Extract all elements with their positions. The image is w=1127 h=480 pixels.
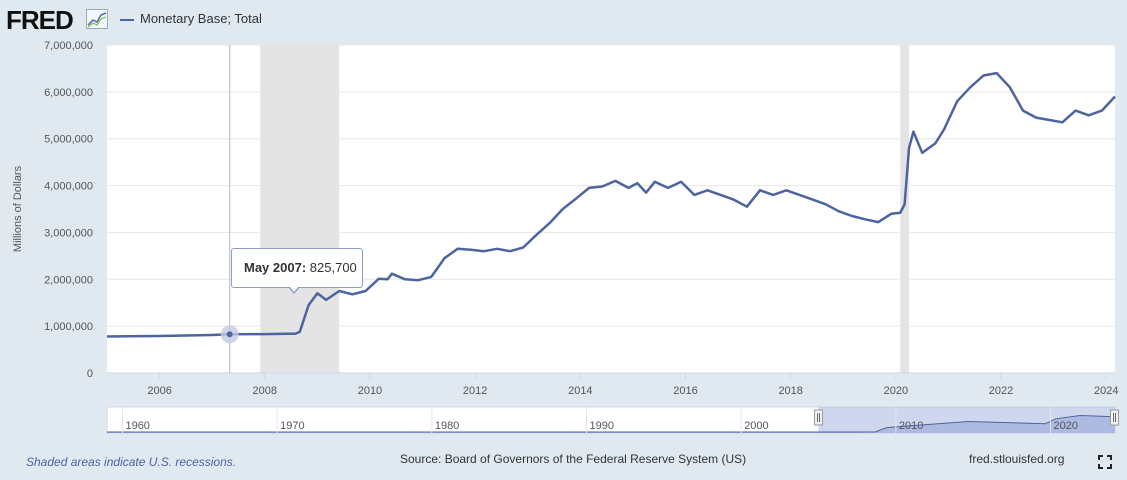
y-tick-label: 6,000,000 xyxy=(44,87,93,99)
recession-band xyxy=(260,45,340,373)
navigator-tick-label: 1970 xyxy=(280,420,304,432)
tooltip-pointer-fill xyxy=(289,286,299,292)
x-tick-label: 2014 xyxy=(568,385,592,397)
x-tick-label: 2010 xyxy=(358,385,382,397)
x-tick-label: 2020 xyxy=(884,385,908,397)
range-navigator[interactable]: 1960 1970 1980 1990 2000 2010 2020 xyxy=(106,406,1119,434)
x-tick-label: 2006 xyxy=(147,385,171,397)
y-axis-ticks: 0 1,000,000 2,000,000 3,000,000 4,000,000 5,0… xyxy=(44,40,93,380)
source-text: Source: Board of Governors of the Federa… xyxy=(400,452,747,466)
y-tick-label: 3,000,000 xyxy=(44,227,93,239)
legend-swatch xyxy=(120,19,134,21)
x-tick-label: 2016 xyxy=(673,385,697,397)
navigator-handle-grip xyxy=(814,409,824,426)
navigator-handle-grip xyxy=(1110,409,1119,426)
recession-note: Shaded areas indicate U.S. recessions. xyxy=(26,455,237,469)
recession-shading xyxy=(260,45,910,373)
fred-logo-graph-icon xyxy=(86,9,108,29)
navigator-tick-label: 1990 xyxy=(590,420,614,432)
y-axis-label: Millions of Dollars xyxy=(12,165,24,252)
navigator-area xyxy=(107,415,1115,433)
navigator-tick-label: 2010 xyxy=(899,420,923,432)
x-tick-label: 2008 xyxy=(253,385,277,397)
x-tick-label: 2024 xyxy=(1094,385,1118,397)
x-tick-label: 2018 xyxy=(778,385,802,397)
navigator-handle[interactable] xyxy=(1110,409,1119,426)
navigator-tick-label: 2000 xyxy=(744,420,768,432)
fred-logo[interactable]: FRED xyxy=(6,5,74,35)
x-tick-label: 2022 xyxy=(989,385,1013,397)
navigator-tick-label: 1980 xyxy=(435,420,459,432)
tooltip-date: May 2007: xyxy=(244,260,307,275)
recession-band xyxy=(900,45,910,373)
chart-header: FRED Monetary Base; Total xyxy=(0,0,1127,40)
legend-series-label: Monetary Base; Total xyxy=(140,11,262,26)
navigator-handle[interactable] xyxy=(814,409,824,426)
fullscreen-icon[interactable] xyxy=(1098,455,1112,469)
y-tick-label: 0 xyxy=(87,368,93,380)
series-line xyxy=(106,71,1116,338)
y-tick-label: 4,000,000 xyxy=(44,181,93,193)
y-tick-label: 2,000,000 xyxy=(44,274,93,286)
navigator-line xyxy=(107,414,1116,433)
navigator-tick-label: 2020 xyxy=(1054,420,1078,432)
chart-canvas[interactable]: 0 1,000,000 2,000,000 3,000,000 4,000,000 5,0… xyxy=(0,0,1127,440)
fred-url-link[interactable]: fred.stlouisfed.org xyxy=(969,452,1065,466)
hover-point xyxy=(226,331,233,338)
y-tick-label: 1,000,000 xyxy=(44,321,93,333)
x-axis-ticks: 2006 2008 2010 2012 2014 2016 2018 2020 2022 2024 xyxy=(147,373,1118,397)
hover-tooltip: May 2007: 825,700 xyxy=(231,248,363,288)
x-tick-label: 2012 xyxy=(463,385,487,397)
series-layer xyxy=(106,71,1116,344)
navigator-tick-label: 1960 xyxy=(125,420,149,432)
y-tick-label: 5,000,000 xyxy=(44,134,93,146)
tooltip-value: 825,700 xyxy=(309,260,357,275)
y-tick-label: 7,000,000 xyxy=(44,40,93,52)
